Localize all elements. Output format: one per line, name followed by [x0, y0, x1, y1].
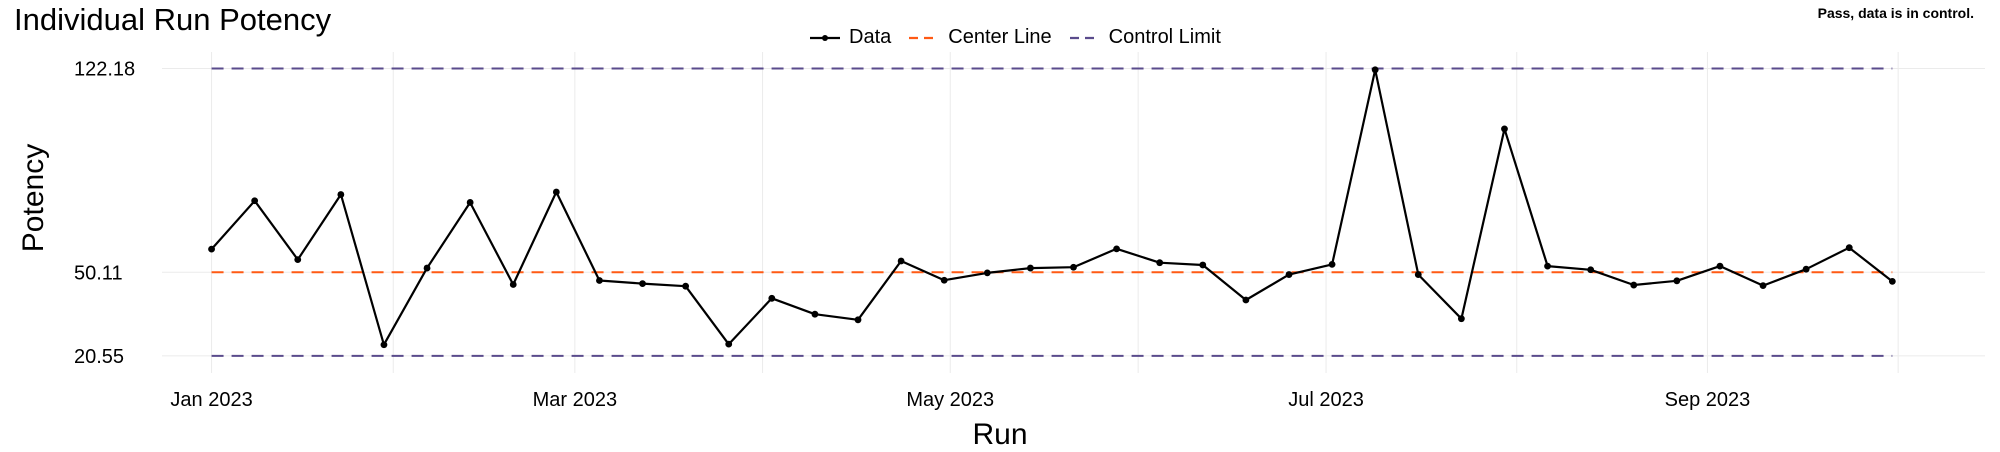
x-tick-label: Jan 2023: [170, 389, 252, 411]
data-point: [682, 282, 690, 290]
data-point: [1199, 261, 1207, 269]
data-point: [1457, 315, 1465, 323]
data-point: [423, 264, 431, 272]
y-tick-label: 20.55: [74, 346, 124, 368]
data-point: [1242, 296, 1250, 304]
data-point: [1716, 262, 1724, 270]
data-point: [380, 341, 388, 349]
legend-control-limit-swatch: [1069, 36, 1100, 39]
data-point: [466, 199, 474, 206]
legend-label-center-line: Center Line: [948, 26, 1052, 48]
data-point: [1113, 245, 1120, 253]
x-tick-label: May 2023: [906, 389, 994, 411]
legend-item-control-limit: Control Limit: [1068, 26, 1221, 49]
y-axis-label: Potency: [17, 143, 50, 253]
legend-item-data: Data: [808, 26, 891, 49]
data-point: [983, 269, 991, 277]
data-point: [1673, 277, 1681, 285]
data-point: [940, 276, 948, 284]
data-point: [1070, 263, 1077, 271]
control-status-text: Pass, data is in control.: [1817, 5, 1974, 21]
x-tick-label: Mar 2023: [533, 389, 618, 411]
data-point: [1371, 66, 1379, 74]
data-point: [725, 340, 733, 348]
data-point: [1414, 271, 1422, 278]
data-point: [811, 310, 819, 318]
legend-data-swatch: [810, 34, 840, 41]
data-point: [1888, 277, 1896, 285]
legend-label-control-limit: Control Limit: [1108, 26, 1221, 48]
data-point: [552, 188, 560, 196]
chart-title: Individual Run Potency: [14, 2, 332, 37]
legend-center-line-swatch: [909, 36, 940, 39]
data-point: [1587, 266, 1595, 274]
legend-item-center-line: Center Line: [907, 26, 1052, 49]
data-point: [1027, 264, 1034, 272]
data-point: [768, 294, 776, 302]
data-point: [596, 277, 603, 284]
data-point: [1845, 244, 1853, 252]
data-point: [509, 281, 517, 288]
data-point: [1802, 265, 1810, 273]
legend: Data Center Line Control Limit: [808, 26, 1237, 49]
data-point: [1285, 271, 1293, 278]
data-point: [208, 245, 215, 253]
data-series-line: [210, 68, 1893, 346]
legend-label-data: Data: [849, 26, 892, 48]
data-point: [897, 257, 905, 265]
data-point: [1156, 259, 1164, 267]
data-point: [294, 256, 302, 263]
x-axis-label: Run: [972, 418, 1028, 451]
x-tick-label: Sep 2023: [1665, 389, 1751, 411]
y-tick-label: 122.18: [74, 58, 135, 80]
data-point: [251, 197, 259, 205]
data-point: [1501, 125, 1508, 133]
data-point: [1328, 260, 1336, 268]
data-point: [1630, 281, 1638, 289]
x-tick-label: Jul 2023: [1288, 389, 1364, 411]
y-tick-label: 50.11: [74, 262, 123, 284]
data-point: [639, 280, 646, 288]
data-point: [337, 191, 345, 198]
data-point: [1544, 262, 1551, 270]
data-point: [854, 316, 862, 324]
data-point: [1759, 282, 1767, 290]
